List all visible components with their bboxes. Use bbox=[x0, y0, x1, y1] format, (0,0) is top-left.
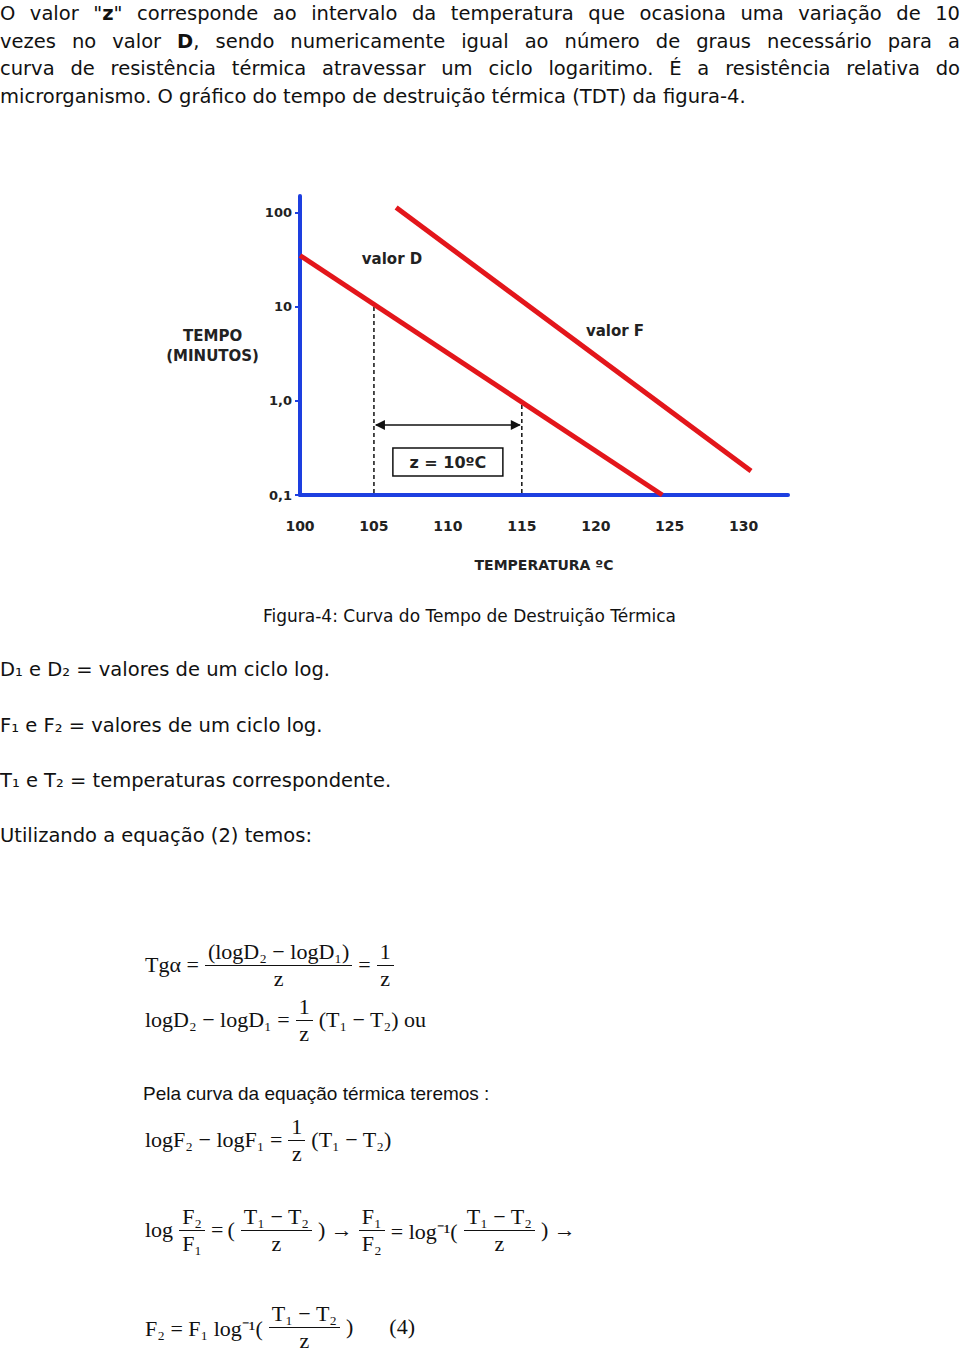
html-text:z: z bbox=[271, 1230, 282, 1256]
html-text:Utilizando a equação (2) temos: Utilizando a equação (2) temos: bbox=[0, 824, 312, 847]
svg-text:TEMPO: TEMPO bbox=[183, 327, 242, 345]
html-text:z: z bbox=[380, 965, 391, 991]
html-text:(T₁ − T₂): (T₁ − T₂) bbox=[311, 1127, 392, 1152]
html-text:T₁ e T₂ = temperaturas corresp: T₁ e T₂ = temperaturas correspondente. bbox=[0, 769, 392, 792]
html-text:z: z bbox=[299, 1327, 310, 1353]
svg-text:130: 130 bbox=[729, 518, 758, 534]
svg-text:125: 125 bbox=[655, 518, 684, 534]
html-text:F₂ = F₁ log⁻¹(: F₂ = F₁ log⁻¹( bbox=[145, 1316, 263, 1341]
html-text:z: z bbox=[299, 1020, 309, 1046]
html-text:= ( T₁ − T₂: = ( T₁ − T₂ bbox=[211, 1204, 309, 1242]
html-text:Pela curva da equação térmica: Pela curva da equação térmica teremos : bbox=[143, 1083, 490, 1104]
svg-text:valor D: valor D bbox=[362, 250, 422, 268]
svg-text:1,0: 1,0 bbox=[269, 393, 292, 408]
svg-text:valor F: valor F bbox=[586, 322, 644, 340]
html-text:(T₁ − T₂) ou: (T₁ − T₂) ou bbox=[318, 1007, 426, 1032]
svg-text:110: 110 bbox=[433, 518, 462, 534]
html-text:T₁ − T₂: T₁ − T₂ bbox=[466, 1204, 532, 1230]
html-text:(4): (4) bbox=[389, 1314, 415, 1339]
html-text:F₂ = log⁻¹(: F₂ = log⁻¹( bbox=[361, 1219, 458, 1256]
html-text:logF₂ − logF₁ = 1: logF₂ − logF₁ = 1 bbox=[145, 1114, 303, 1152]
html-text:log F₂: log F₂ bbox=[145, 1204, 202, 1242]
html-text:logD₂ − logD₁ = 1: logD₂ − logD₁ = 1 bbox=[145, 994, 310, 1032]
svg-text:105: 105 bbox=[359, 518, 388, 534]
svg-text:0,1: 0,1 bbox=[269, 488, 292, 503]
html-text:= 1: = 1 bbox=[358, 939, 391, 977]
html-text:) → F₁: ) → F₁ bbox=[318, 1204, 382, 1242]
html-text:vezes no valor D, sendo numeri: vezes no valor D, sendo numericamente ig… bbox=[0, 29, 960, 53]
html-text:z: z bbox=[292, 1140, 302, 1166]
svg-text:115: 115 bbox=[507, 518, 536, 534]
html-text:z: z bbox=[494, 1230, 505, 1256]
svg-text:z = 10ºC: z = 10ºC bbox=[409, 453, 486, 472]
svg-text:100: 100 bbox=[265, 205, 292, 220]
html-text:Figura-4: Curva do Tempo de De: Figura-4: Curva do Tempo de Destruição T… bbox=[263, 606, 676, 626]
svg-text:TEMPERATURA ºC: TEMPERATURA ºC bbox=[475, 557, 614, 573]
html-text:curva de resistência térmica a: curva de resistência térmica atravessar … bbox=[0, 57, 960, 80]
html-text:z: z bbox=[273, 965, 284, 991]
html-text:T₁ − T₂: T₁ − T₂ bbox=[271, 1301, 337, 1327]
svg-text:100: 100 bbox=[285, 518, 314, 534]
svg-text:120: 120 bbox=[581, 518, 610, 534]
html-text:microrganismo. O gráfico do te: microrganismo. O gráfico do tempo de des… bbox=[0, 84, 746, 108]
html-text:O valor " z " corresponde ao i: O valor " z " corresponde ao intervalo d… bbox=[0, 2, 960, 25]
html-text:Tgα = (logD₂ − logD₁): Tgα = (logD₂ − logD₁) bbox=[145, 939, 350, 977]
html-text:F₁ e F₂ = valores de um ciclo: F₁ e F₂ = valores de um ciclo log. bbox=[0, 714, 323, 737]
svg-text:10: 10 bbox=[274, 299, 292, 314]
svg-text:(MINUTOS): (MINUTOS) bbox=[166, 347, 259, 365]
html-text:D₁ e D₂ = valores de um ciclo: D₁ e D₂ = valores de um ciclo log. bbox=[0, 658, 330, 681]
html-text:F₁: F₁ bbox=[182, 1230, 202, 1256]
